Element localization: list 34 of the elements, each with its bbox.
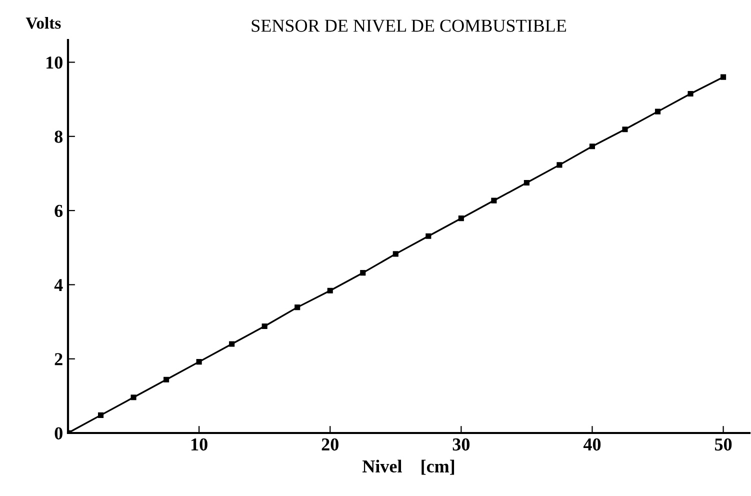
- point: [164, 376, 170, 382]
- y-tick-label: 0: [54, 427, 62, 440]
- point: [327, 288, 333, 294]
- point: [196, 359, 202, 365]
- x-tick-label: 20: [322, 438, 338, 451]
- x-axis-title: Nivel [cm]: [362, 460, 454, 475]
- chart-title: SENSOR DE NIVEL DE COMBUSTIBLE: [252, 20, 566, 32]
- point: [720, 74, 726, 80]
- point: [556, 162, 562, 168]
- x-tick-label: 40: [583, 438, 601, 451]
- point: [524, 180, 530, 186]
- point: [229, 341, 235, 347]
- point: [294, 304, 300, 310]
- point: [654, 108, 661, 114]
- point: [426, 233, 432, 239]
- point: [130, 394, 136, 400]
- y-tick-label: 6: [54, 204, 63, 217]
- point: [622, 126, 628, 132]
- point: [688, 90, 694, 97]
- point: [360, 270, 366, 276]
- point: [98, 412, 104, 418]
- x-tick-label: 50: [714, 438, 732, 451]
- y-tick-label: 10: [46, 56, 62, 69]
- point: [589, 144, 596, 150]
- y-axis-title: Volts: [26, 17, 61, 29]
- y-tick-label: 2: [54, 353, 62, 366]
- point: [392, 251, 398, 257]
- y-tick-label: 4: [54, 279, 63, 291]
- x-tick-label: 10: [191, 438, 208, 451]
- y-tick-label: 8: [54, 130, 63, 143]
- x-tick-label: 30: [452, 438, 470, 451]
- point: [491, 198, 497, 204]
- point: [458, 216, 464, 222]
- point: [262, 323, 268, 329]
